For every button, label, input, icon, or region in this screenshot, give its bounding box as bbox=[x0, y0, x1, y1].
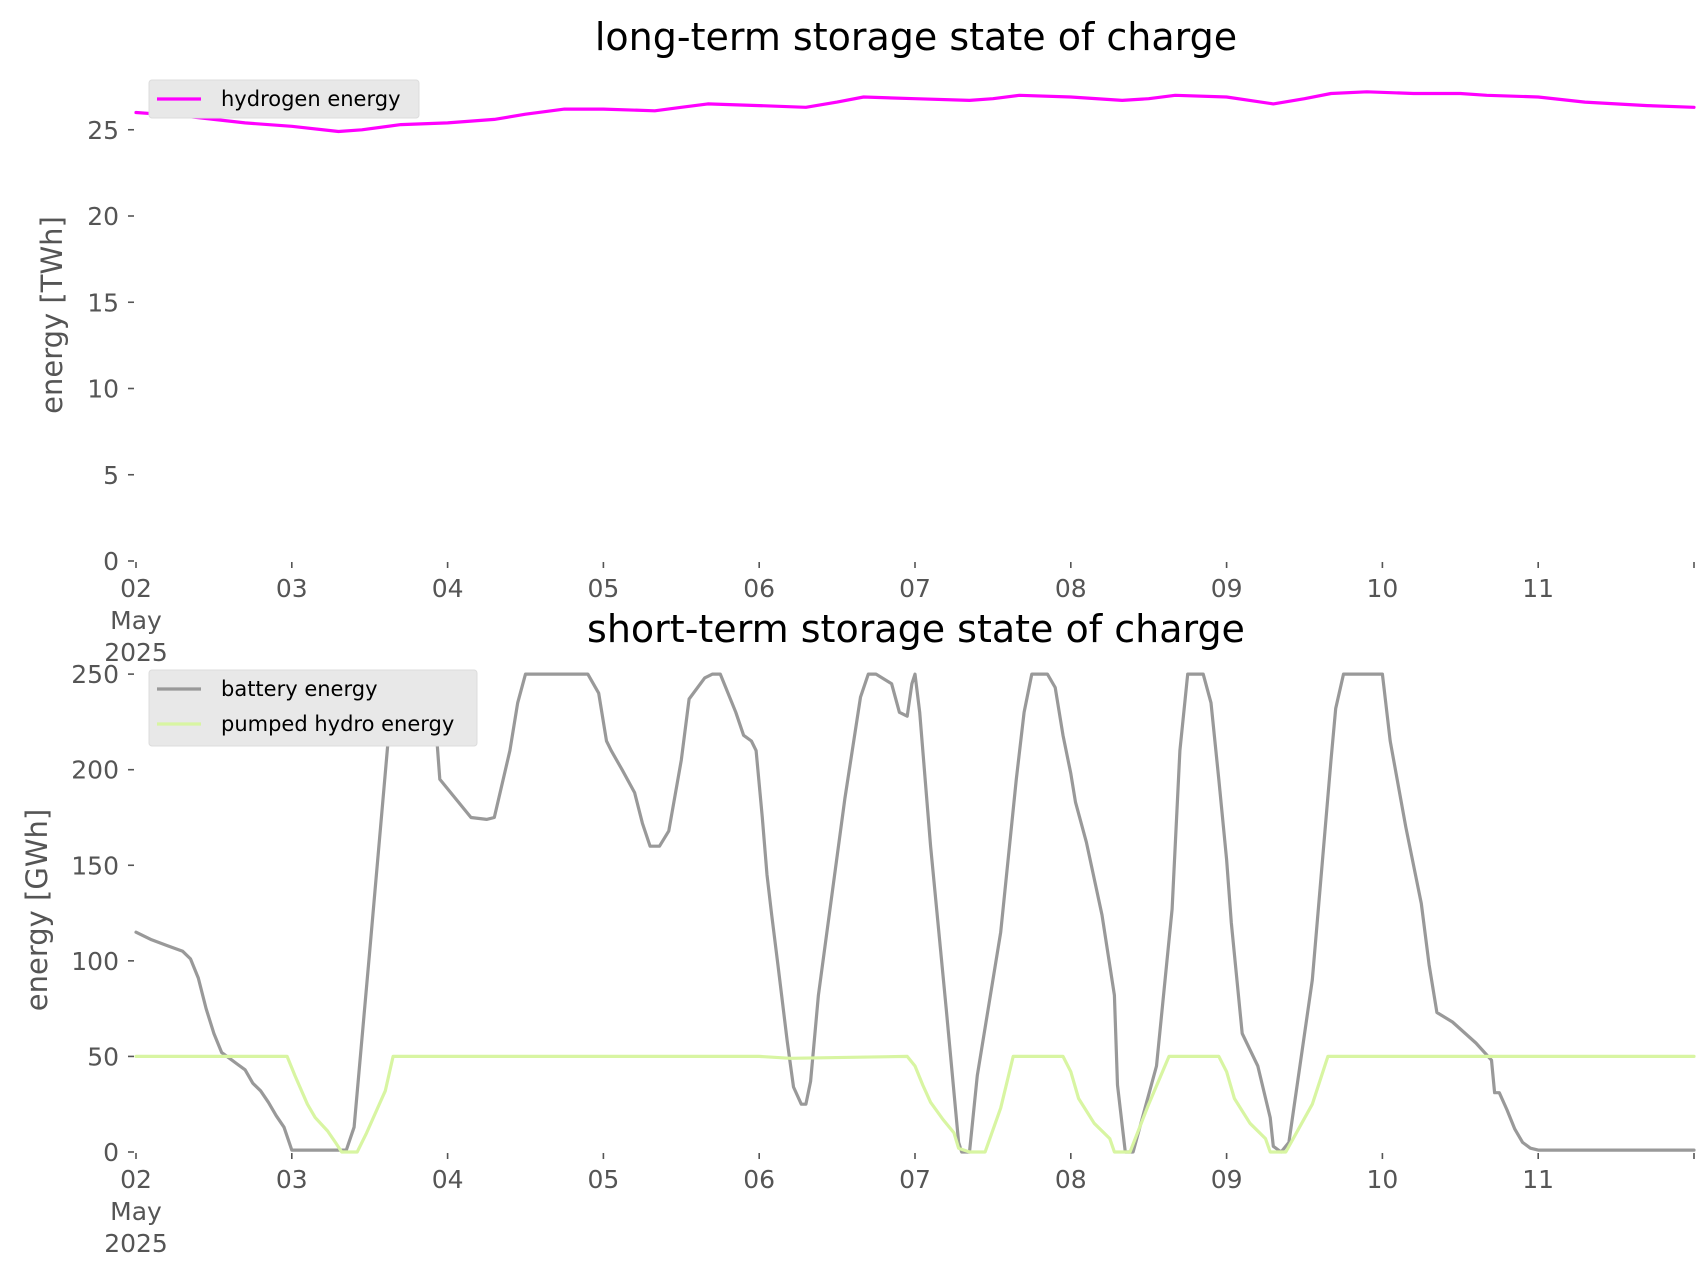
x-tick-label: 08 bbox=[1055, 574, 1087, 603]
x-tick-label: 05 bbox=[587, 574, 619, 603]
x-tick-label: 07 bbox=[899, 1165, 931, 1194]
y-tick-label: 150 bbox=[71, 851, 119, 880]
x-tick-label: 08 bbox=[1055, 1165, 1087, 1194]
legend-label: hydrogen energy bbox=[221, 87, 401, 111]
y-tick-label: 5 bbox=[103, 461, 119, 490]
x-tick-label: 04 bbox=[432, 1165, 464, 1194]
panel-short-term: short-term storage state of charge energ… bbox=[20, 607, 1696, 1258]
x-tick-label: 02 May 2025 bbox=[104, 574, 168, 667]
y-tick-label: 25 bbox=[87, 116, 119, 145]
x-tick-label: 10 bbox=[1366, 574, 1398, 603]
chart-title: short-term storage state of charge bbox=[587, 607, 1245, 651]
x-tick-label: 07 bbox=[899, 574, 931, 603]
x-tick-label: 03 bbox=[276, 574, 308, 603]
x-tick-label: 04 bbox=[432, 574, 464, 603]
y-tick-label: 15 bbox=[87, 288, 119, 317]
x-tick-label: 06 bbox=[743, 574, 775, 603]
legend-box bbox=[148, 79, 420, 119]
y-tick-label: 250 bbox=[71, 660, 119, 689]
x-tick-label: 02 May 2025 bbox=[104, 1165, 168, 1258]
legend-label: pumped hydro energy bbox=[221, 712, 454, 736]
x-tick-label: 10 bbox=[1366, 1165, 1398, 1194]
y-tick-label: 50 bbox=[87, 1042, 119, 1071]
plot-area bbox=[134, 672, 1696, 1154]
y-axis-label: energy [TWh] bbox=[35, 216, 69, 414]
y-tick-label: 10 bbox=[87, 375, 119, 404]
x-tick-label: 11 bbox=[1522, 1165, 1554, 1194]
series-line-hydrogen-energy bbox=[134, 90, 1696, 134]
x-tick-label: 09 bbox=[1211, 574, 1243, 603]
y-axis-label: energy [GWh] bbox=[20, 809, 54, 1011]
y-tick-label: 100 bbox=[71, 947, 119, 976]
legend-box bbox=[148, 669, 478, 747]
y-tick-label: 20 bbox=[87, 202, 119, 231]
x-tick-label: 11 bbox=[1522, 574, 1554, 603]
y-tick-label: 200 bbox=[71, 756, 119, 785]
legend-label: battery energy bbox=[221, 677, 378, 701]
legend: battery energy pumped hydro energy bbox=[148, 669, 478, 747]
legend: hydrogen energy bbox=[148, 79, 420, 119]
chart-title: long-term storage state of charge bbox=[595, 15, 1237, 59]
x-tick-label: 03 bbox=[276, 1165, 308, 1194]
y-tick-label: 0 bbox=[103, 547, 119, 576]
plot-area bbox=[134, 90, 1696, 134]
x-tick-label: 05 bbox=[587, 1165, 619, 1194]
x-tick-label: 06 bbox=[743, 1165, 775, 1194]
axis-ticks: 0 50 100 150 200 250 02 May 2025 03 04 05 06 07 08 09 10… bbox=[71, 660, 1695, 1258]
series-line-pumped-hydro-energy bbox=[134, 1054, 1696, 1154]
y-tick-label: 0 bbox=[103, 1138, 119, 1167]
panel-long-term: long-term storage state of charge energy… bbox=[35, 15, 1696, 667]
x-tick-label: 09 bbox=[1211, 1165, 1243, 1194]
